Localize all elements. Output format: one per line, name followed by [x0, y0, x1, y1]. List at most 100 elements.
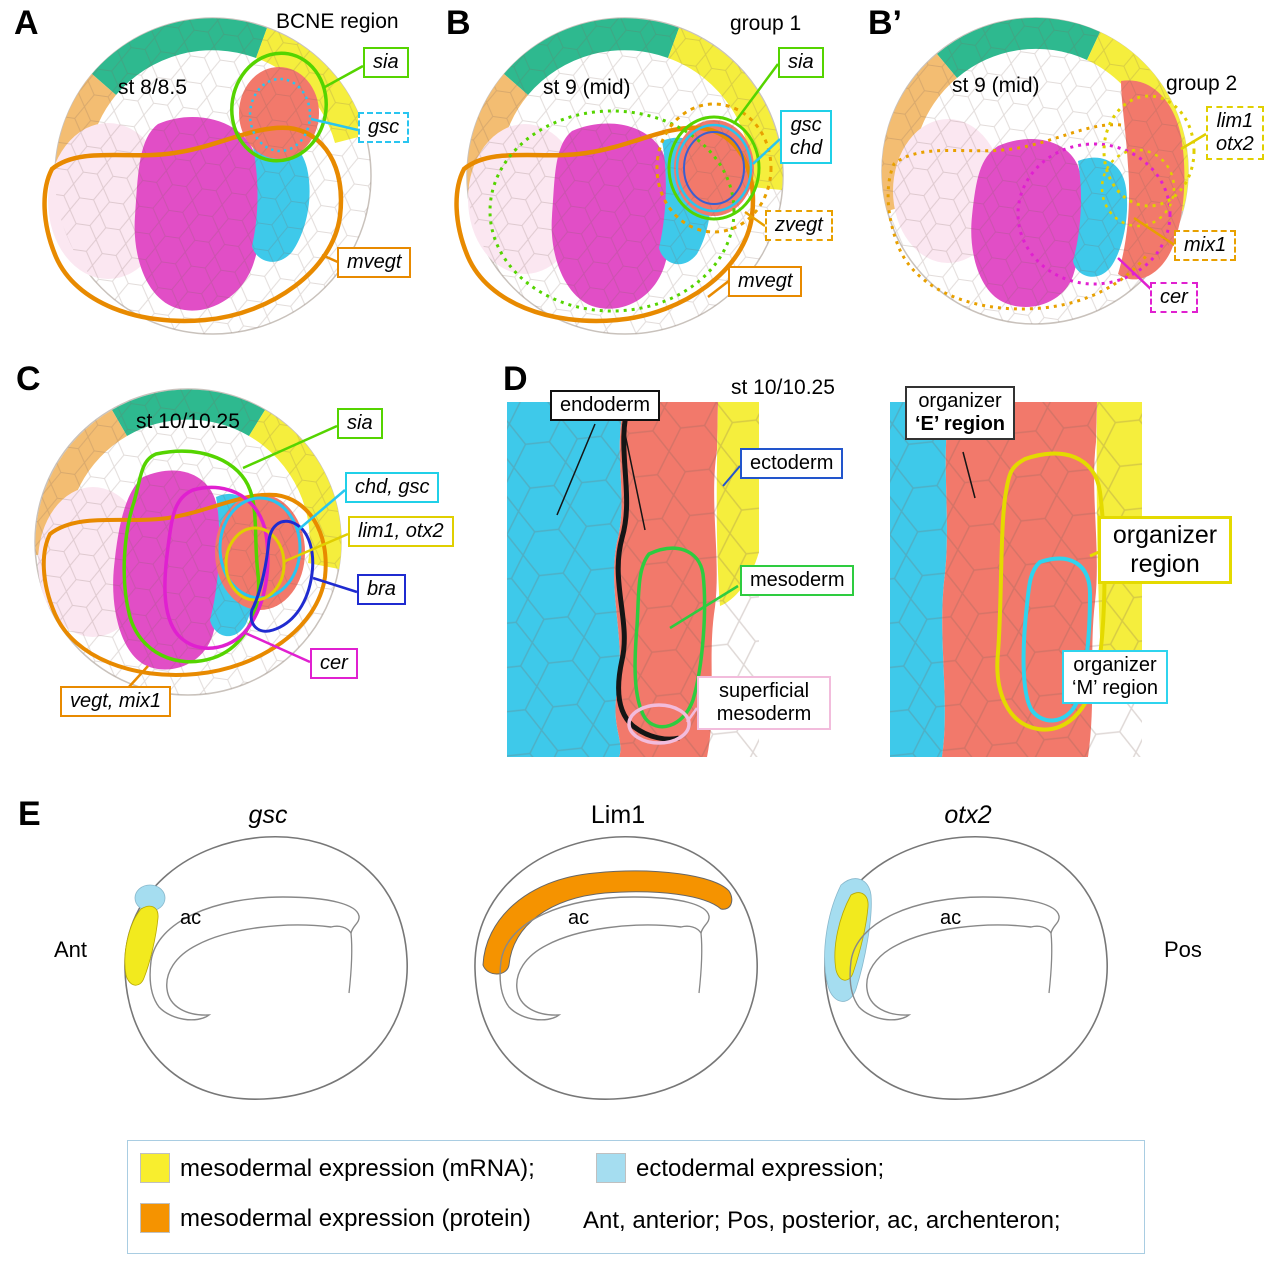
label-m-region-line: ‘M’ region: [1072, 677, 1158, 699]
blastopore-slit: [698, 932, 703, 994]
sia-connector: [242, 424, 338, 470]
protein-expression-text: mesodermal expression (protein): [180, 1205, 531, 1232]
mesoderm-connector: [669, 584, 739, 630]
otx2-title: otx2: [944, 801, 992, 829]
embryo-outline: [124, 836, 408, 1100]
panel-a-letter: A: [14, 4, 39, 42]
panel-b-stage: st 9 (mid): [543, 76, 631, 99]
panel-d-stage: st 10/10.25: [731, 376, 835, 399]
cell-texture: [467, 18, 783, 334]
posterior-label: Pos: [1164, 937, 1202, 962]
sia-solid-outline: [667, 115, 761, 221]
endoderm-connector-1: [556, 423, 596, 516]
cer-outline: [163, 485, 270, 650]
sia-connector: [733, 63, 780, 123]
zvegt-connector: [744, 210, 766, 228]
bra-connector: [312, 576, 358, 594]
label-gsc-chd: gsc chd: [780, 110, 833, 164]
label-mvegt: mvegt: [728, 266, 803, 297]
endoderm-connector-2: [622, 423, 646, 531]
cer-connector: [1117, 257, 1155, 293]
ectodermal-expression-swatch: [596, 1153, 626, 1183]
endoderm-boundary-line: [615, 401, 680, 742]
gsc-title: gsc: [248, 801, 288, 829]
embryo-b-illustration: [454, 17, 784, 335]
mvegt-outline: [42, 125, 344, 324]
lim1-dotted-outline: [1102, 94, 1196, 208]
blastopore-slit: [1048, 932, 1053, 994]
superficial-mesoderm-outline: [627, 703, 691, 745]
panel-a: A BCNE region st 8/8.5 sia gsc mvegt: [8, 4, 433, 352]
vegt-mix1-connector: [127, 665, 149, 689]
panel-a-stage: st 8/8.5: [118, 76, 187, 99]
label-zvegt: zvegt: [765, 210, 833, 241]
organizer-m-outline: [1021, 556, 1093, 723]
protein-expression-band: [482, 870, 733, 975]
mrna-expression-patch: [124, 905, 159, 986]
sia-connector: [322, 64, 364, 90]
panel-d: D st 10/10.25 endoderm ectoderm mesoderm…: [495, 360, 1280, 765]
gsc-section: [124, 836, 408, 1100]
panel-e-letter: E: [18, 795, 41, 833]
label-organizer-line: organizer: [1073, 654, 1157, 676]
cell-texture: [882, 18, 1188, 324]
gastrula-sections-illustration: [507, 401, 1142, 757]
panel-b-group-title: group 1: [730, 12, 802, 35]
label-lim1-line: lim1: [1216, 110, 1254, 132]
organizer-e-connector: [962, 451, 976, 499]
vegt-mix1-outline: [41, 492, 328, 677]
archenteron-outline: [849, 896, 1060, 1021]
sia-outline: [230, 51, 328, 163]
lim1-otx2-connector: [1180, 132, 1207, 151]
label-mix1: mix1: [1174, 230, 1237, 261]
label-bra: bra: [357, 574, 406, 605]
label-otx2-line: otx2: [1216, 133, 1254, 155]
protein-expression-swatch: [140, 1203, 170, 1233]
mvegt-outline: [454, 125, 756, 324]
ectodermal-expression-text: ectodermal expression;: [636, 1155, 885, 1182]
panel-a-region-title: BCNE region: [276, 10, 399, 33]
sia-outline: [122, 449, 261, 664]
legend: mesodermal expression (mRNA); ectodermal…: [127, 1140, 1145, 1254]
label-organizer-region: organizer region: [1098, 516, 1232, 584]
anterior-label: Ant: [54, 937, 88, 962]
ac-label-lim1: ac: [568, 907, 590, 929]
label-cer: cer: [310, 648, 358, 679]
cer-connector: [242, 630, 311, 664]
lim1-title: Lim1: [590, 801, 646, 829]
cell-texture: [35, 389, 341, 695]
embryo-b-prime-illustration: [881, 17, 1207, 325]
label-e-region-line: ‘E’ region: [915, 413, 1006, 435]
panel-b: B group 1 st 9 (mid) sia gsc chd zvegt m…: [440, 4, 865, 352]
otx2-section: [824, 836, 1108, 1100]
label-lim1-otx2: lim1 otx2: [1206, 106, 1264, 160]
label-organizer-line: organizer: [918, 390, 1002, 412]
label-sia: sia: [778, 47, 824, 78]
mix1-connector: [1133, 216, 1177, 248]
label-mvegt: mvegt: [337, 247, 412, 278]
sia-dotted-outline: [488, 109, 736, 313]
archenteron-outline: [499, 896, 710, 1021]
cer-dotted-outline: [1016, 142, 1172, 286]
label-organizer-e-region: organizer ‘E’ region: [905, 386, 1016, 440]
label-organizer-m-region: organizer ‘M’ region: [1062, 650, 1168, 704]
gsc-chd-outline: [675, 123, 753, 213]
panel-c: C st 10/10.25 sia chd, gsc lim1, otx2 br…: [8, 360, 478, 748]
label-superficial-mesoderm: superficial mesoderm: [697, 676, 831, 730]
mrna-expression-text: mesodermal expression (mRNA);: [180, 1155, 535, 1182]
label-lim1-otx2: lim1, otx2: [348, 516, 454, 547]
label-gsc: gsc: [358, 112, 410, 143]
organizer-region-outline: [995, 451, 1107, 732]
abbreviations-text: Ant, anterior; Pos, posterior, ac, arche…: [583, 1207, 1061, 1234]
bra-outline: [249, 519, 315, 633]
ectoderm-connector: [722, 465, 741, 487]
ac-label-gsc: ac: [180, 907, 202, 929]
label-sia: sia: [337, 408, 383, 439]
organizer-region-connector: [1089, 550, 1100, 558]
embryo-outline: [824, 836, 1108, 1100]
archenteron-outline: [149, 896, 360, 1021]
panel-c-stage: st 10/10.25: [136, 410, 240, 433]
chd-inner-outline: [683, 131, 745, 205]
panel-b-prime-stage: st 9 (mid): [952, 74, 1040, 97]
